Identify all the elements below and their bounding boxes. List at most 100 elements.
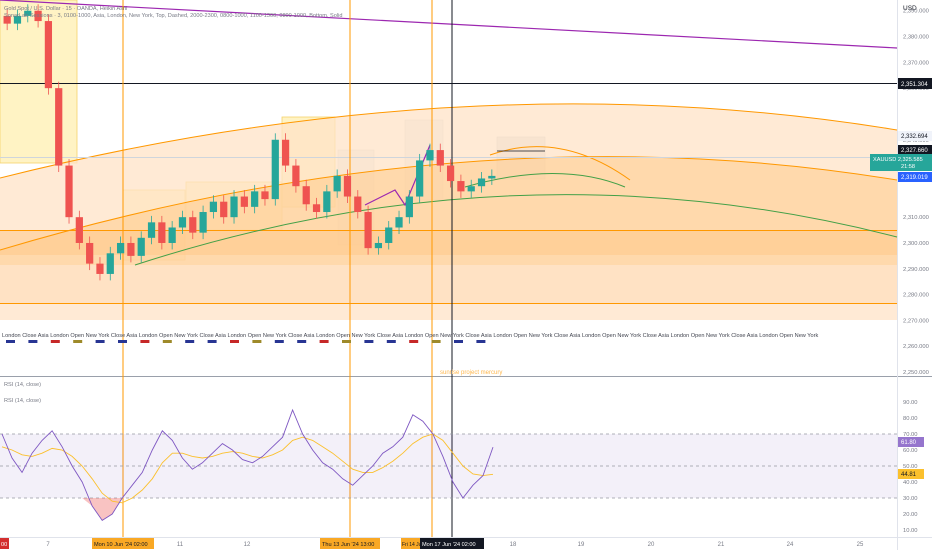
price-tick-label: 2,380.000	[903, 35, 929, 41]
price-tick-label: 2,390.000	[903, 9, 929, 15]
session-marker	[364, 340, 374, 343]
rsi-tick-label: 30.00	[903, 496, 918, 502]
time-tick-label: 7	[46, 542, 50, 548]
session-marker	[431, 340, 441, 343]
time-badge	[420, 538, 484, 549]
candle-body	[209, 201, 218, 213]
candle-body	[127, 242, 135, 256]
rsi-tick-label: 10.00	[903, 528, 918, 534]
countdown-text: 21:58	[901, 164, 915, 170]
currency-label: USD	[903, 5, 917, 12]
time-axis[interactable]: 7 11 12 18 19 20 21 24 25	[46, 542, 864, 548]
price-tick-label: 2,300.000	[903, 241, 929, 247]
rsi-tick-label: 20.00	[903, 512, 918, 518]
price-tick-label: 2,260.000	[903, 344, 929, 350]
rsi-layer	[0, 408, 897, 522]
price-badge	[898, 131, 932, 141]
candle-body	[106, 253, 114, 274]
time-badge-text: 00	[1, 542, 7, 548]
candle-body	[302, 186, 310, 205]
price-badge-text: 2,327.660	[901, 148, 928, 154]
candle-body	[426, 150, 434, 161]
candle-body	[323, 191, 331, 213]
arc-upper	[0, 103, 898, 179]
candle-body	[292, 165, 300, 187]
time-badge-text: Mon 17 Jun '24 02:00	[422, 542, 476, 548]
session-marker	[207, 340, 217, 343]
candle-body	[271, 139, 279, 200]
candle-body	[44, 21, 53, 89]
time-badge-text: Fri 14 Jun '24	[402, 542, 432, 548]
candle-body	[178, 217, 187, 228]
candle-body	[13, 15, 22, 24]
session-marker	[386, 340, 396, 343]
arc-curves	[0, 0, 898, 266]
candle-body	[395, 217, 403, 228]
time-tick-label: 21	[718, 542, 725, 548]
arc-small-orange	[489, 146, 631, 181]
session-marker	[50, 340, 60, 343]
session-marker	[454, 340, 463, 343]
candle-body	[189, 217, 197, 233]
candle-body	[199, 212, 207, 233]
candle-body	[240, 196, 248, 207]
rsi-axis[interactable]: 90.00 80.00 70.00 60.00 50.00 40.00 30.00 20.00…	[903, 400, 918, 534]
rsi-ma-line	[1, 433, 494, 504]
candle-body	[405, 196, 413, 218]
symbol-price-badge	[870, 154, 932, 171]
session-labels-row: London Close Asia London Open New York C…	[2, 333, 818, 339]
candle-body	[116, 242, 125, 254]
session-marker	[476, 340, 486, 343]
session-marker	[6, 340, 15, 343]
zone-inner	[0, 156, 897, 265]
session-marker	[118, 340, 127, 343]
time-tick-label: 25	[857, 542, 864, 548]
session-marker	[409, 340, 419, 343]
candle-body	[86, 242, 94, 264]
time-badge	[92, 538, 154, 549]
candle-body	[261, 191, 269, 200]
indicator-title: SonarLab Sessions · 3, 0100-1000, Asia, …	[4, 13, 342, 19]
candle-body	[488, 175, 496, 179]
price-tick-label: 2,370.000	[903, 60, 929, 66]
price-badge-text: 2,319.019	[901, 175, 928, 181]
price-badge-text: 2,332.694	[901, 134, 928, 140]
candle-body	[96, 263, 104, 274]
price-tick-label: 2,270.000	[903, 318, 929, 324]
price-tick-label: 2,280.000	[903, 293, 929, 299]
time-badge-text: Mon 10 Jun '24 02:00	[94, 542, 148, 548]
candle-body	[457, 181, 465, 192]
session-verticals	[122, 0, 453, 537]
price-tick-label: 2,290.000	[903, 267, 929, 273]
session-marker	[274, 340, 284, 343]
candle-body	[55, 88, 63, 166]
price-badges: 2,351.304 2,332.694 2,327.660 XAUUSD 2,3…	[870, 78, 932, 182]
rsi-ma-text: 44.81	[901, 472, 917, 478]
session-marker	[73, 340, 83, 343]
price-badge-text: 2,351.304	[901, 82, 928, 88]
rsi-line	[1, 408, 494, 522]
session-marker	[162, 340, 172, 343]
rsi-tick-label: 50.00	[903, 464, 918, 470]
rsi-tick-label: 60.00	[903, 448, 918, 454]
rsi-ma-badge	[898, 469, 924, 479]
session-marker	[297, 340, 307, 343]
candle-body	[385, 227, 393, 243]
time-badges: 00 Mon 10 Jun '24 02:00 Thu 13 Jun '24 1…	[0, 538, 484, 549]
candle-body	[354, 196, 362, 213]
session-marker	[185, 340, 195, 343]
candle-body	[477, 178, 486, 187]
candle-body	[467, 186, 475, 192]
time-badge	[320, 538, 380, 549]
candle-body	[446, 165, 455, 182]
candle-body	[147, 222, 156, 238]
price-tick-label: 2,310.000	[903, 215, 929, 221]
candle-body	[24, 10, 32, 16]
candle-body	[416, 160, 424, 197]
arc-middle	[0, 156, 898, 251]
rsi-band	[0, 434, 897, 498]
candle-body	[312, 204, 321, 213]
candle-body	[158, 222, 166, 243]
price-axis[interactable]: 2,390.0002,380.0002,370.0002,360.0002,34…	[903, 9, 929, 376]
